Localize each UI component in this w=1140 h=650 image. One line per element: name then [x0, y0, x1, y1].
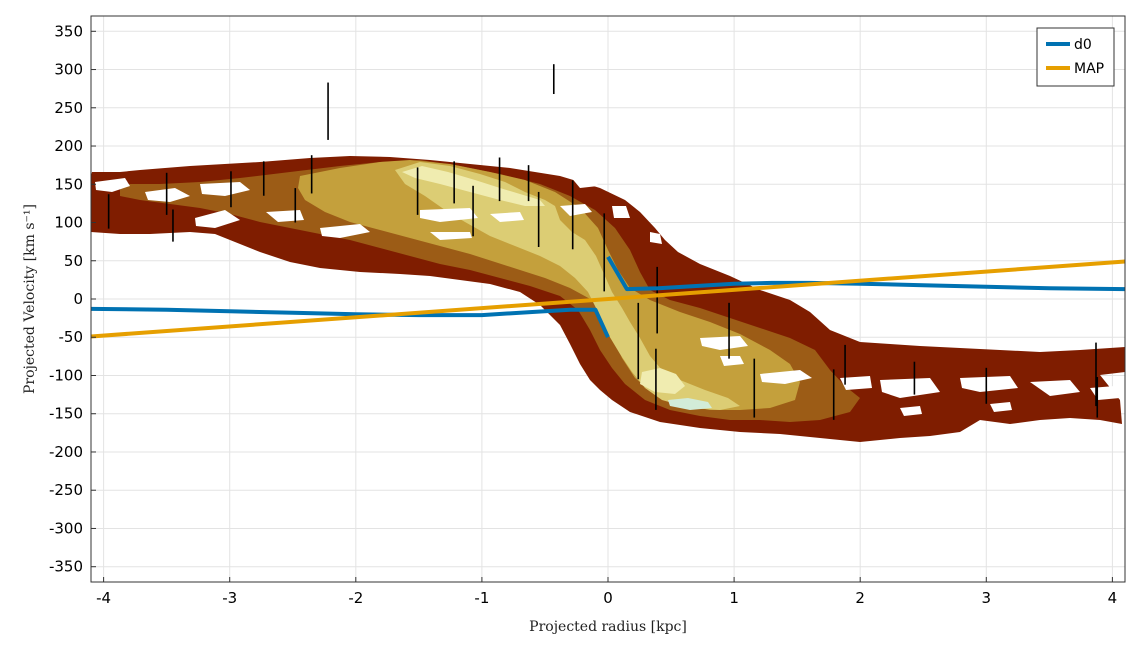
x-axis-title: Projected radius [kpc] [529, 619, 687, 635]
x-tick-label: 3 [982, 589, 992, 607]
contour-level-4 [395, 162, 740, 410]
series-line-d0 [90, 306, 610, 339]
x-tick-label: 0 [603, 589, 613, 607]
y-tick-label: 200 [54, 137, 83, 155]
y-tick-label: 50 [64, 252, 83, 270]
y-tick-label: -250 [49, 481, 83, 499]
y-tick-label: -50 [59, 328, 84, 346]
y-tick-label: -350 [49, 558, 83, 576]
series-line-d0 [606, 255, 1126, 292]
y-tick-label: -200 [49, 443, 83, 461]
x-tick-label: -1 [474, 589, 489, 607]
y-tick-label: 150 [54, 175, 83, 193]
y-tick-label: 350 [54, 22, 83, 40]
series-line-map [90, 259, 1126, 339]
y-tick-label: -150 [49, 405, 83, 423]
y-tick-label: 100 [54, 214, 83, 232]
y-tick-label: 0 [73, 290, 83, 308]
model-lines [90, 255, 1126, 339]
y-tick-label: 300 [54, 61, 83, 79]
x-tick-label: 1 [729, 589, 739, 607]
y-tick-label: -100 [49, 366, 83, 384]
y-tick-label: 250 [54, 99, 83, 117]
legend: d0 MAP [1036, 27, 1115, 87]
x-tick-label: -4 [96, 589, 111, 607]
x-tick-label: 2 [855, 589, 865, 607]
y-axis-title: Projected Velocity [km s⁻¹] [22, 204, 38, 394]
x-tick-label: 4 [1108, 589, 1118, 607]
legend-box [1036, 27, 1115, 87]
x-tick-label: -3 [222, 589, 237, 607]
contour-holes [95, 176, 1120, 416]
contour-level-3 [298, 160, 800, 410]
legend-d0-label: d0 [1074, 37, 1092, 53]
x-tick-label: -2 [348, 589, 363, 607]
error-bars [107, 64, 1099, 420]
x-axis: -4 -3 -2 -1 0 1 2 3 4 [96, 577, 1117, 607]
y-tick-label: -300 [49, 519, 83, 537]
y-axis: 350 300 250 200 150 100 50 0 -50 -100 -150 -200 -250… [49, 22, 96, 576]
legend-map-label: MAP [1074, 61, 1104, 77]
contour-level-6 [668, 398, 712, 410]
contour-level-5b [640, 368, 685, 394]
